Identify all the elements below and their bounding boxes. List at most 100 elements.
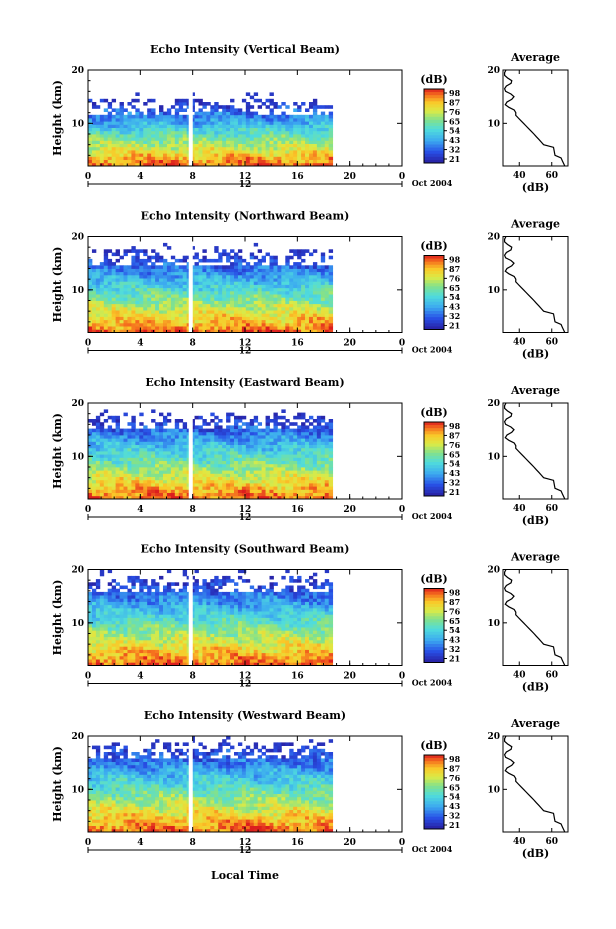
heatmap-cell [289, 422, 294, 426]
heatmap-cell [241, 300, 247, 305]
heatmap-cell [162, 134, 168, 138]
heatmap-cell [241, 294, 247, 298]
heatmap-cell [226, 435, 231, 439]
heatmap-cell [107, 137, 113, 141]
heatmap-cell [147, 143, 152, 148]
heatmap-cell [237, 271, 243, 276]
heatmap-cell [324, 479, 330, 484]
heatmap-cell [127, 284, 132, 289]
heatmap-cell [265, 284, 270, 289]
heatmap-cell [166, 300, 172, 305]
heatmap-cell [151, 111, 156, 116]
heatmap-cell [123, 290, 128, 295]
heatmap-cell [281, 435, 286, 439]
heatmap-cell [88, 627, 93, 631]
heatmap-cell [222, 127, 227, 132]
heatmap-cell [182, 140, 188, 144]
colorbar-segment [424, 489, 444, 494]
heatmap-cell [230, 156, 235, 160]
heatmap-cell [123, 162, 128, 167]
heatmap-cell [194, 114, 199, 119]
heatmap-cell [178, 441, 184, 445]
heatmap-cell [119, 489, 124, 493]
heatmap-cell [308, 134, 314, 138]
heatmap-cell [151, 649, 156, 654]
heatmap-cell [320, 300, 326, 305]
heatmap-cell [99, 659, 105, 663]
colorbar-segment [424, 443, 444, 448]
heatmap-cell [119, 614, 124, 618]
heatmap-cell [210, 297, 215, 301]
heatmap-cell [131, 614, 136, 618]
heatmap-cell [301, 143, 306, 148]
heatmap-cell [285, 162, 290, 167]
heatmap-cell [226, 287, 231, 292]
heatmap-cell [174, 419, 180, 423]
profile-y-tick-label: 10 [487, 452, 500, 462]
heatmap-cell [245, 146, 251, 151]
heatmap-cell [103, 300, 109, 305]
heatmap-cell [143, 102, 148, 106]
heatmap-cell [285, 274, 290, 279]
heatmap-cell [143, 639, 148, 644]
heatmap-cell [91, 604, 97, 609]
heatmap-cell [320, 140, 326, 144]
heatmap-cell [289, 463, 294, 468]
heatmap-cell [170, 105, 176, 109]
heatmap-cell [162, 470, 168, 474]
heatmap-cell [316, 486, 322, 490]
heatmap-cell [147, 492, 152, 497]
heatmap-cell [159, 659, 164, 663]
heatmap-cell [162, 118, 168, 122]
heatmap-cell [328, 306, 334, 311]
heatmap-cell [277, 306, 282, 311]
heatmap-cell [99, 319, 105, 324]
heatmap-cell [289, 118, 294, 122]
heatmap-cell [198, 118, 203, 122]
heatmap-cell [143, 435, 148, 439]
heatmap-cell [115, 114, 120, 119]
heatmap-cell [123, 300, 128, 305]
heatmap-cell [245, 310, 251, 314]
colorbar-tick-label: 98 [449, 88, 461, 98]
profile-curve [503, 236, 566, 333]
heatmap-cell [123, 268, 128, 273]
heatmap-cell [237, 447, 243, 452]
heatmap-cell [159, 274, 164, 279]
colorbar-segment [424, 434, 444, 438]
heatmap-cell [234, 460, 239, 465]
heatmap-cell [127, 428, 132, 433]
heatmap-cell [88, 662, 93, 666]
heatmap-cell [174, 159, 180, 164]
heatmap-cell [297, 162, 302, 167]
heatmap-cell [226, 140, 231, 144]
date-label: Oct 2004 [412, 178, 453, 188]
heatmap-cell [103, 108, 109, 112]
heatmap-cell [316, 287, 322, 292]
heatmap-cell [324, 105, 330, 109]
heatmap-cell [151, 262, 156, 266]
heatmap-cell [123, 274, 128, 279]
heatmap-cell [261, 150, 266, 154]
heatmap-cell [269, 143, 274, 148]
heatmap-cell [155, 438, 160, 442]
heatmap-cell [123, 636, 128, 641]
heatmap-cell [289, 137, 294, 141]
heatmap-cell [328, 454, 334, 458]
heatmap-cell [135, 329, 140, 333]
heatmap-cell [95, 265, 101, 269]
heatmap-cell [166, 146, 172, 151]
x-tick-label: 0 [85, 339, 91, 349]
heatmap-cell [155, 633, 160, 638]
heatmap-cell [103, 150, 109, 154]
heatmap-cell [230, 412, 235, 417]
heatmap-cell [178, 265, 184, 269]
heatmap-cell [297, 290, 302, 295]
heatmap-cell [131, 607, 136, 612]
heatmap-cell [281, 127, 286, 132]
heatmap-cell [230, 313, 235, 317]
heatmap-cell [131, 483, 136, 487]
heatmap-cell [273, 156, 278, 160]
heatmap-cell [107, 319, 113, 324]
heatmap-cell [277, 294, 282, 298]
